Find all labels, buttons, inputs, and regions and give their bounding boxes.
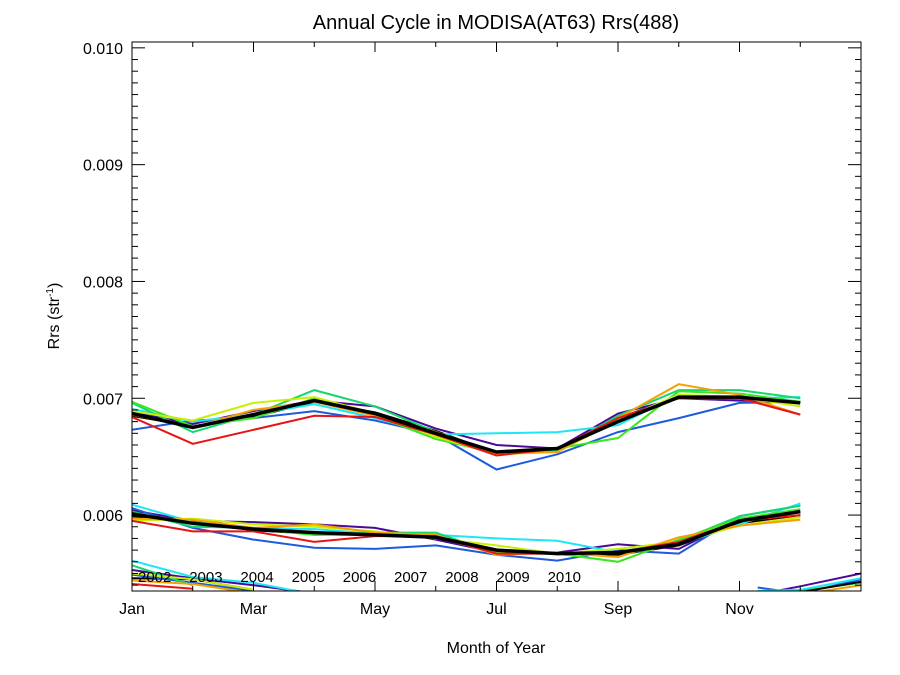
series-fragment-6 — [132, 579, 246, 591]
x-tick-label: Jul — [486, 601, 506, 618]
y-axis-label-main: Rrs (str — [46, 296, 63, 349]
mean-line-upper — [132, 395, 801, 454]
x-tick-label: May — [360, 601, 390, 618]
legend-entry-2004: 2004 — [240, 569, 273, 586]
series-fragment-7 — [132, 583, 193, 590]
series-fragment-2 — [132, 573, 254, 591]
legend-entry-2008: 2008 — [445, 569, 478, 586]
series-fragment-3 — [132, 559, 302, 591]
legend: 2002 2003 2004 2005 2006 2007 2008 2009 2010 — [138, 569, 581, 586]
legend-entry-2006: 2006 — [343, 569, 376, 586]
series-line-2003-lower — [132, 509, 801, 554]
legend-entry-2007: 2007 — [394, 569, 427, 586]
legend-entry-2010: 2010 — [548, 569, 581, 586]
series-fragment-4 — [132, 564, 194, 587]
tick-marks — [131, 42, 862, 591]
y-tick-label: 0.009 — [83, 158, 123, 175]
legend-entry-2009: 2009 — [496, 569, 529, 586]
legend-entry-2005: 2005 — [292, 569, 325, 586]
y-tick-label: 0.008 — [83, 274, 123, 291]
plot-frame — [131, 41, 862, 592]
tick-labels: Jan Mar May Jul Sep Nov 0.006 0.007 0.008 0.009 0.… — [83, 41, 754, 618]
y-axis-label-superscript: -1 — [45, 288, 56, 297]
x-tick-label: Sep — [604, 601, 633, 618]
x-tick-label: Jan — [119, 601, 145, 618]
y-axis-label: Rrs (str-1) — [45, 283, 63, 350]
x-axis-label: Month of Year — [447, 640, 546, 657]
y-axis-label-close: ) — [46, 283, 63, 288]
series-fragment-5 — [132, 572, 254, 591]
mean-line-lower — [132, 509, 801, 556]
series-layer — [132, 383, 861, 591]
series-fragment-9 — [757, 578, 861, 591]
chart-title: Annual Cycle in MODISA(AT63) Rrs(488) — [313, 12, 679, 34]
y-tick-label: 0.010 — [83, 41, 123, 58]
legend-entry-2003: 2003 — [189, 569, 222, 586]
x-tick-label: Nov — [725, 601, 753, 618]
legend-entry-2002: 2002 — [138, 569, 171, 586]
y-tick-label: 0.006 — [83, 508, 123, 525]
y-tick-label: 0.007 — [83, 391, 123, 408]
x-tick-label: Mar — [240, 601, 268, 618]
series-fragment-13 — [801, 580, 861, 591]
series-fragment-12 — [816, 584, 861, 591]
series-line-2004-lower — [132, 504, 801, 562]
